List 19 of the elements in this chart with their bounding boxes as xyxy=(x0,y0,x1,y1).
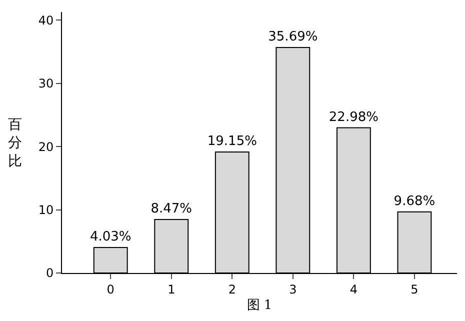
data-label: 22.98% xyxy=(328,110,378,125)
x-axis-title: 图 1 xyxy=(246,298,272,313)
data-label: 9.68% xyxy=(394,194,436,209)
data-label: 8.47% xyxy=(150,201,192,216)
x-tick-label: 4 xyxy=(350,282,358,296)
y-tick-label: 0 xyxy=(46,266,54,280)
data-label: 19.15% xyxy=(207,134,257,149)
y-axis-title: 百分比 xyxy=(8,117,22,170)
x-tick-label: 0 xyxy=(106,282,114,296)
y-tick-label: 40 xyxy=(38,13,54,28)
x-tick-label: 5 xyxy=(410,282,418,296)
x-tick-label: 3 xyxy=(289,282,297,296)
data-label: 35.69% xyxy=(268,29,318,44)
y-tick-label: 10 xyxy=(38,203,54,217)
x-tick-label: 2 xyxy=(228,282,236,296)
x-tick-label: 1 xyxy=(168,282,176,296)
y-tick-label: 30 xyxy=(38,76,54,91)
data-label: 4.03% xyxy=(90,230,132,245)
y-tick-label: 20 xyxy=(38,140,54,154)
